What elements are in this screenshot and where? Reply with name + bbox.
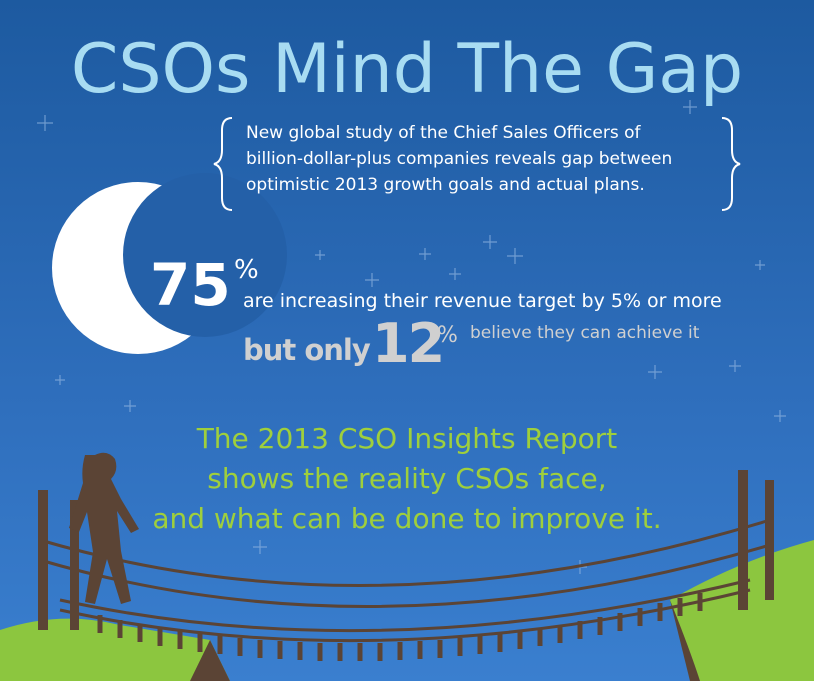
hiker: [69, 452, 139, 604]
planks: [97, 593, 703, 661]
stat-unit: %: [437, 323, 458, 348]
title: CSOs Mind The Gap: [71, 30, 743, 109]
stat-value: 12: [372, 312, 443, 375]
intro-line: New global study of the Chief Sales Offi…: [246, 123, 642, 143]
report: The 2013 CSO Insights Report shows the r…: [152, 422, 661, 535]
intro-line: billion-dollar-plus companies reveals ga…: [246, 149, 672, 169]
report-line: shows the reality CSOs face,: [207, 462, 606, 495]
stat-value: 75: [150, 251, 231, 319]
moon: [52, 173, 287, 354]
stat-unit: %: [234, 255, 259, 285]
report-line: The 2013 CSO Insights Report: [196, 422, 618, 455]
intro-line: optimistic 2013 growth goals and actual …: [246, 175, 645, 195]
stat-lead: but only: [243, 333, 371, 367]
stat-text: believe they can achieve it: [470, 323, 700, 343]
stat-text: are increasing their revenue target by 5…: [243, 290, 722, 312]
stars: [37, 100, 786, 574]
report-line: and what can be done to improve it.: [152, 502, 661, 535]
braces: [213, 117, 741, 211]
scene: [0, 452, 814, 681]
intro: New global study of the Chief Sales Offi…: [246, 123, 672, 195]
